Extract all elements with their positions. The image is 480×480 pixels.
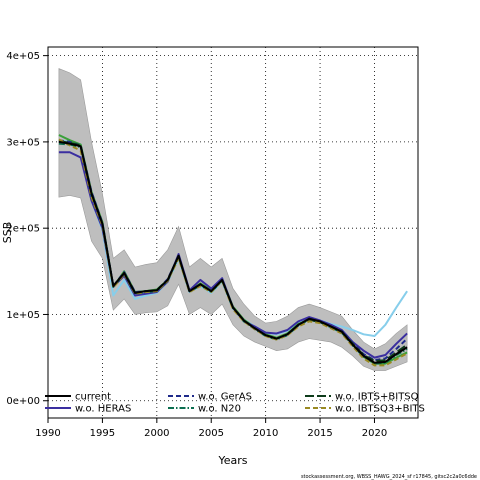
legend-label: w.o. N20 [198, 404, 241, 415]
y-tick-label: 4e+05 [6, 51, 40, 62]
confidence-band-layer [58, 68, 408, 371]
legend-label: w.o. IBTSQ3+BITS [335, 404, 425, 415]
y-tick-label: 2e+05 [6, 224, 40, 235]
x-tick-label: 2020 [362, 428, 387, 439]
series-layer [58, 134, 408, 367]
y-tick-label: 0e+00 [6, 396, 40, 407]
x-tick-label: 2010 [253, 428, 278, 439]
confidence-band [58, 68, 408, 371]
plot-frame [47, 46, 419, 419]
y-tick-label: 1e+05 [6, 310, 40, 321]
y-tick-label: 3e+05 [6, 137, 40, 148]
x-tick-label: 2015 [307, 428, 332, 439]
legend-label: current [75, 392, 111, 403]
legend-label: w.o. GerAS [198, 392, 252, 403]
y-axis-title: SSB [1, 222, 14, 244]
x-tick-label: 1995 [90, 428, 115, 439]
legend-label: w.o. IBTS+BITSQ [335, 392, 419, 403]
x-tick-label: 1990 [35, 428, 60, 439]
source-footer: stockassessment.org, WBSS_HAWG_2024_sf r… [301, 474, 477, 480]
x-tick-label: 2000 [144, 428, 169, 439]
x-axis-title: Years [217, 454, 247, 467]
axes: 1990 1995 2000 2005 2010 2015 2020 0e+00 1e+05 2e… [6, 51, 387, 439]
x-tick-label: 2005 [199, 428, 224, 439]
series-line-current [58, 140, 408, 364]
legend-label: w.o. HERAS [75, 404, 131, 415]
